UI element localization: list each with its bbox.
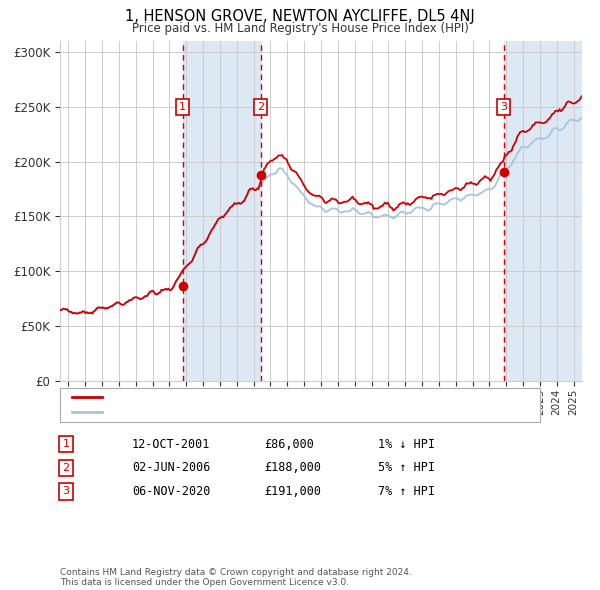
Text: 3: 3	[500, 102, 507, 112]
Text: 2: 2	[62, 463, 70, 473]
Text: 1, HENSON GROVE, NEWTON AYCLIFFE, DL5 4NJ: 1, HENSON GROVE, NEWTON AYCLIFFE, DL5 4N…	[125, 9, 475, 24]
Text: Price paid vs. HM Land Registry's House Price Index (HPI): Price paid vs. HM Land Registry's House …	[131, 22, 469, 35]
Bar	[503, 41, 582, 381]
Text: 1: 1	[179, 102, 186, 112]
Text: 02-JUN-2006: 02-JUN-2006	[132, 461, 211, 474]
Text: 2: 2	[257, 102, 264, 112]
Bar	[182, 41, 261, 381]
Text: £191,000: £191,000	[264, 485, 321, 498]
Text: Contains HM Land Registry data © Crown copyright and database right 2024.
This d: Contains HM Land Registry data © Crown c…	[60, 568, 412, 587]
Text: £86,000: £86,000	[264, 438, 314, 451]
Text: £188,000: £188,000	[264, 461, 321, 474]
Text: 1, HENSON GROVE, NEWTON AYCLIFFE, DL5 4NJ (detached house): 1, HENSON GROVE, NEWTON AYCLIFFE, DL5 4N…	[114, 392, 458, 402]
Text: 1: 1	[62, 440, 70, 449]
Text: HPI: Average price, detached house, County Durham: HPI: Average price, detached house, Coun…	[114, 407, 389, 417]
Text: 1% ↓ HPI: 1% ↓ HPI	[378, 438, 435, 451]
Text: 12-OCT-2001: 12-OCT-2001	[132, 438, 211, 451]
Text: 06-NOV-2020: 06-NOV-2020	[132, 485, 211, 498]
Text: 3: 3	[62, 487, 70, 496]
Text: 5% ↑ HPI: 5% ↑ HPI	[378, 461, 435, 474]
Text: 7% ↑ HPI: 7% ↑ HPI	[378, 485, 435, 498]
